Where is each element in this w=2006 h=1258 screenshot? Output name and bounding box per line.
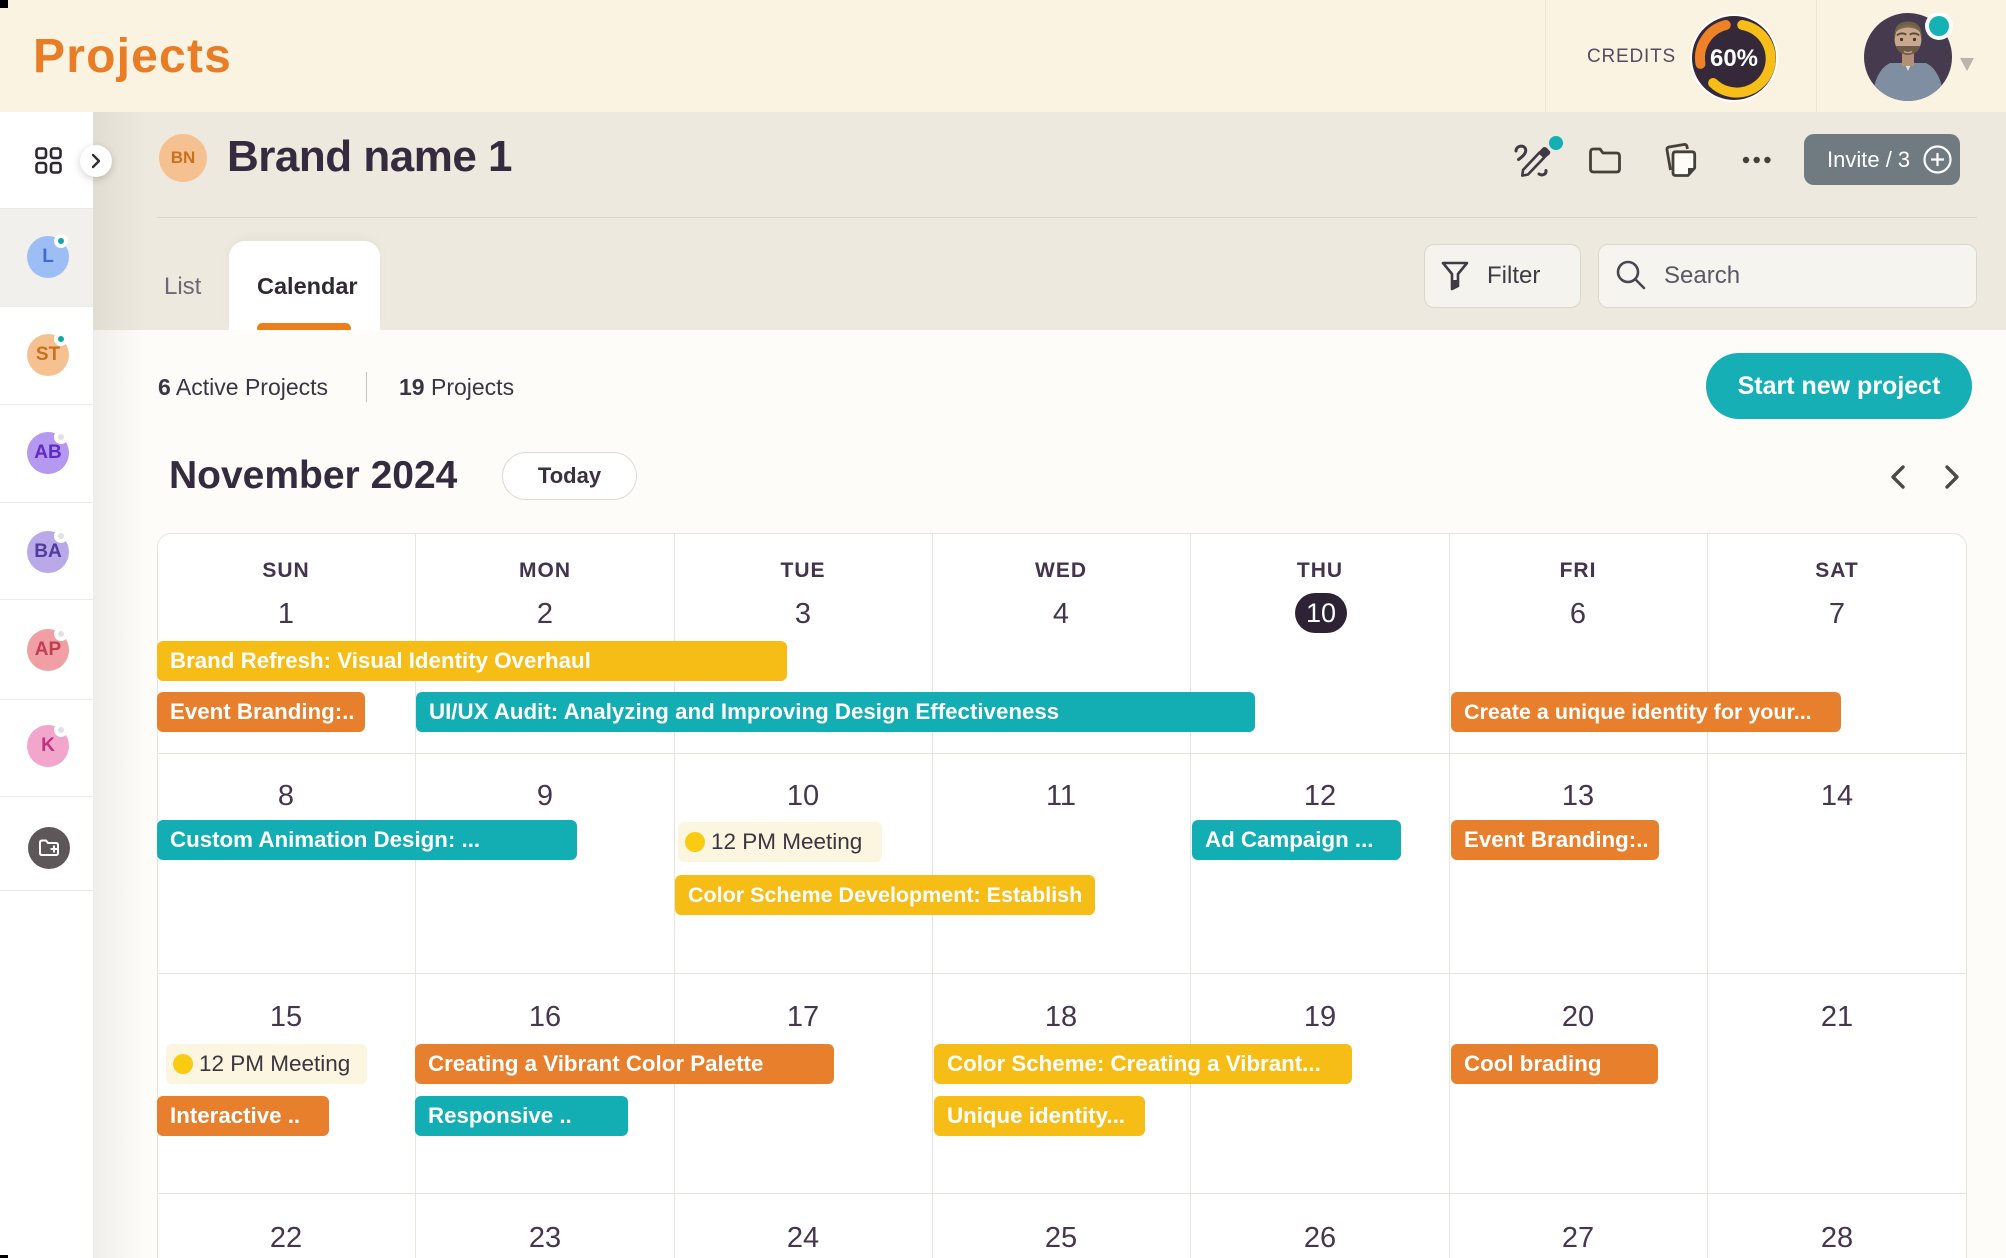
- svg-text:60%: 60%: [1710, 45, 1758, 72]
